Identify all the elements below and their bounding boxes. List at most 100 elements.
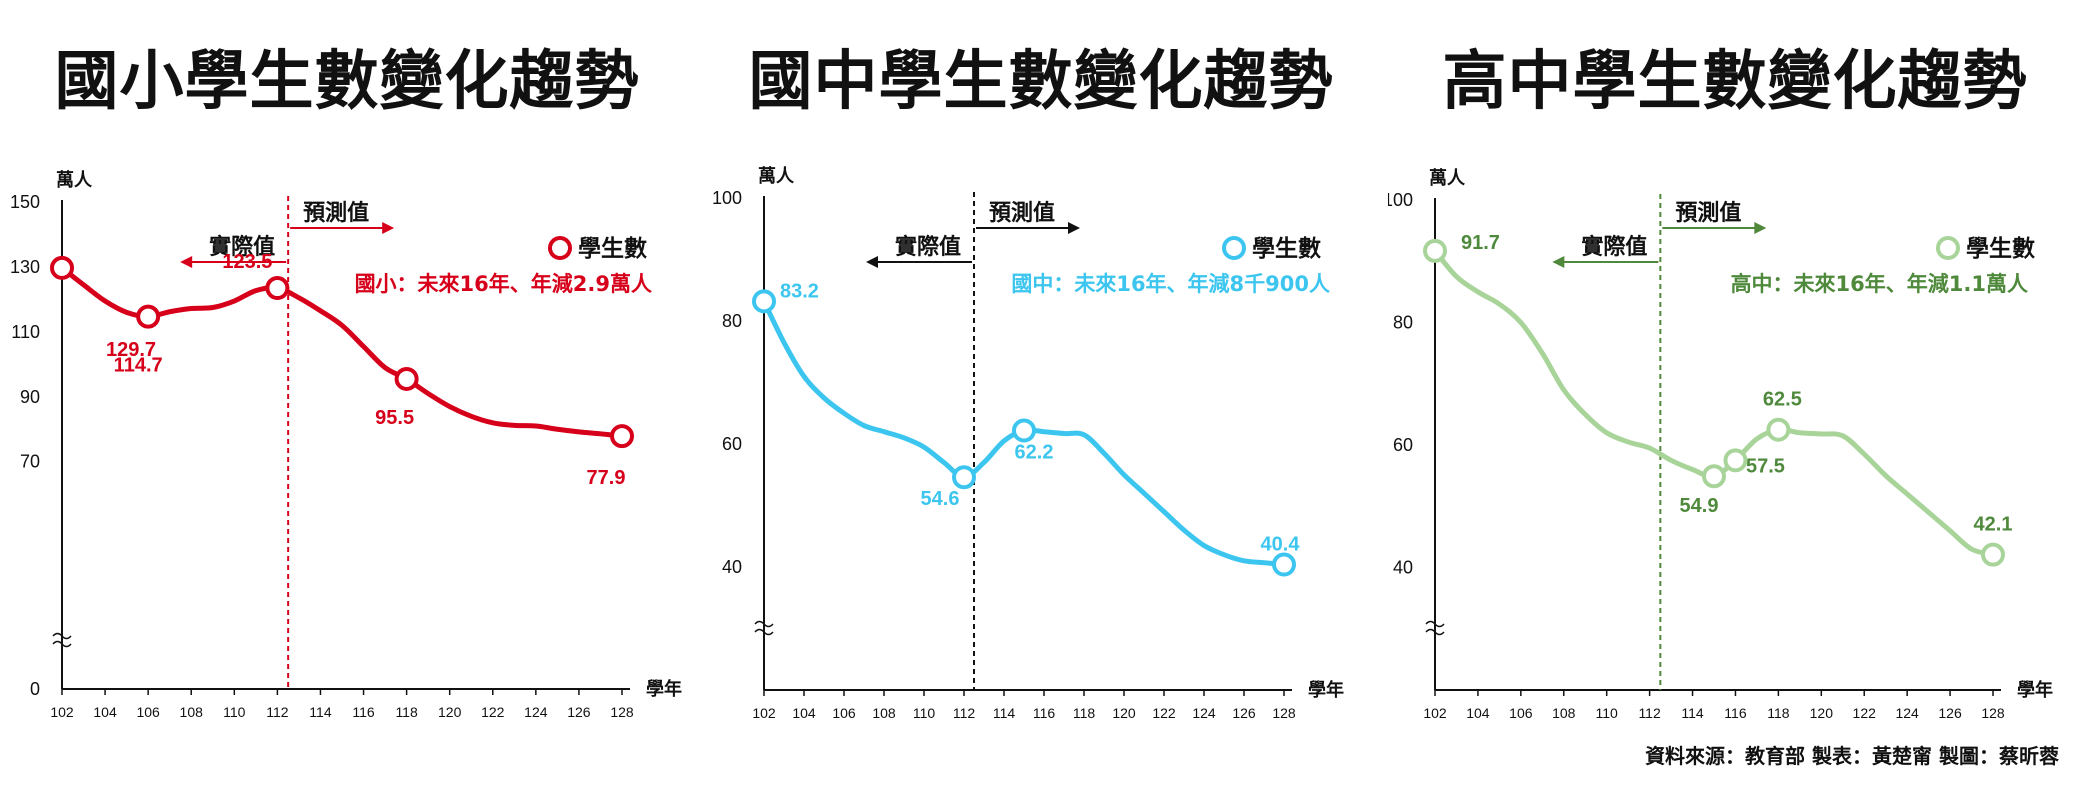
y-tick-label: 130 bbox=[10, 257, 40, 277]
data-label: 129.7 bbox=[106, 339, 156, 361]
x-tick-label: 114 bbox=[993, 705, 1016, 721]
x-tick-label: 118 bbox=[395, 704, 418, 720]
forecast-label: 預測值 bbox=[303, 200, 369, 226]
x-tick-label: 102 bbox=[752, 705, 776, 721]
x-tick-label: 102 bbox=[50, 704, 74, 720]
y-tick-label: 60 bbox=[722, 434, 742, 454]
axis-break-mark bbox=[754, 620, 774, 636]
x-tick-label: 106 bbox=[832, 705, 856, 721]
forecast-arrowhead bbox=[1754, 222, 1767, 234]
y-tick-label: 100 bbox=[712, 188, 742, 208]
x-tick-label: 118 bbox=[1073, 705, 1096, 721]
y-tick-label: 80 bbox=[722, 311, 742, 331]
actual-label: 實際值 bbox=[895, 234, 961, 260]
x-axis-unit: 學年 bbox=[646, 678, 682, 700]
data-point-marker bbox=[1272, 552, 1296, 577]
x-tick-label: 126 bbox=[1232, 705, 1256, 721]
x-tick-label: 126 bbox=[567, 704, 591, 720]
y-tick-label: 40 bbox=[1393, 558, 1413, 578]
data-label: 54.6 bbox=[921, 488, 960, 510]
chart-panel-junior-high: 國中學生數變化趨勢 萬人 學年 40 60 80 100 102 104 106 108 110 11… bbox=[694, 0, 1388, 787]
data-point-marker bbox=[1012, 418, 1036, 443]
data-point-marker bbox=[1981, 542, 2005, 567]
x-tick-label: 110 bbox=[1596, 705, 1619, 721]
data-label: 83.2 bbox=[780, 280, 819, 302]
x-tick-label: 104 bbox=[93, 704, 117, 720]
legend-label: 學生數 bbox=[1252, 235, 1321, 262]
forecast-label: 預測值 bbox=[989, 200, 1055, 226]
x-tick-label: 106 bbox=[1509, 705, 1533, 721]
x-tick-label: 112 bbox=[266, 704, 289, 720]
actual-arrowhead bbox=[180, 256, 193, 268]
x-tick-label: 122 bbox=[1152, 705, 1176, 721]
x-tick-label: 114 bbox=[309, 704, 332, 720]
x-tick-label: 108 bbox=[180, 704, 204, 720]
forecast-arrowhead bbox=[1068, 222, 1080, 234]
data-label: 40.4 bbox=[1261, 534, 1301, 556]
chart-title: 高中學生數變化趨勢 bbox=[1442, 44, 2028, 119]
y-axis-unit: 萬人 bbox=[758, 166, 795, 187]
data-point-marker bbox=[136, 304, 161, 329]
x-tick-label: 124 bbox=[1895, 705, 1919, 721]
data-point-marker bbox=[1723, 448, 1748, 473]
data-label: 95.5 bbox=[375, 407, 414, 429]
chart-panel-elementary: 國小學生數變化趨勢 萬人 學年 0 70 90 110 130 150 102 104 106 108… bbox=[0, 0, 694, 787]
trend-note: 國中：未來16年、年減8千900人 bbox=[1011, 272, 1330, 296]
data-point-marker bbox=[952, 465, 976, 490]
forecast-arrowhead bbox=[382, 222, 395, 234]
trend-note: 國小：未來16年、年減2.9萬人 bbox=[355, 272, 652, 296]
x-tick-label: 114 bbox=[1681, 705, 1704, 721]
y-axis-unit: 萬人 bbox=[1429, 168, 1466, 189]
x-tick-label: 120 bbox=[1112, 705, 1136, 721]
legend-label: 學生數 bbox=[578, 235, 647, 262]
legend-marker bbox=[1222, 236, 1246, 260]
data-point-marker bbox=[1702, 464, 1726, 489]
x-tick-label: 104 bbox=[1466, 705, 1490, 721]
data-label: 114.7 bbox=[114, 355, 163, 377]
forecast-label: 預測值 bbox=[1675, 200, 1741, 226]
actual-label: 實際值 bbox=[1581, 234, 1647, 260]
y-tick-label: 100 bbox=[1388, 190, 1413, 210]
data-label: 123.5 bbox=[222, 251, 272, 273]
x-tick-label: 110 bbox=[223, 704, 246, 720]
x-tick-label: 118 bbox=[1767, 705, 1790, 721]
data-point-marker bbox=[1766, 417, 1791, 442]
data-label: 91.7 bbox=[1461, 232, 1500, 254]
x-tick-label: 128 bbox=[1272, 705, 1296, 721]
y-tick-label: 110 bbox=[11, 322, 40, 342]
y-axis-unit: 萬人 bbox=[56, 170, 93, 191]
y-tick-label: 60 bbox=[1393, 435, 1413, 455]
data-point-marker bbox=[50, 255, 74, 280]
x-tick-label: 116 bbox=[352, 704, 375, 720]
x-axis-unit: 學年 bbox=[2017, 679, 2053, 701]
data-label: 77.9 bbox=[587, 467, 626, 489]
data-label: 54.9 bbox=[1680, 495, 1719, 517]
x-tick-label: 124 bbox=[524, 704, 548, 720]
x-tick-label: 120 bbox=[438, 704, 462, 720]
x-tick-label: 102 bbox=[1423, 705, 1447, 721]
y-tick-label: 70 bbox=[20, 452, 40, 472]
chart-title: 國小學生數變化趨勢 bbox=[54, 44, 640, 119]
x-tick-label: 116 bbox=[1724, 705, 1747, 721]
y-tick-label: 150 bbox=[10, 192, 40, 212]
x-axis-unit: 學年 bbox=[1308, 679, 1344, 701]
chart-title: 國中學生數變化趨勢 bbox=[748, 44, 1334, 119]
actual-arrowhead bbox=[1552, 256, 1565, 268]
data-point-marker bbox=[752, 289, 776, 314]
data-point-marker bbox=[610, 424, 634, 449]
x-tick-label: 126 bbox=[1938, 705, 1962, 721]
data-label: 57.5 bbox=[1746, 455, 1785, 477]
data-point-marker bbox=[265, 276, 290, 301]
x-tick-label: 116 bbox=[1033, 705, 1056, 721]
y-tick-label: 40 bbox=[722, 557, 742, 577]
x-tick-label: 112 bbox=[953, 705, 976, 721]
data-point-marker bbox=[1423, 238, 1447, 263]
x-tick-label: 104 bbox=[792, 705, 816, 721]
source-credit: 資料來源：教育部 製表：黃楚甯 製圖：蔡昕蓉 bbox=[1645, 744, 2059, 768]
actual-label: 實際值 bbox=[209, 234, 275, 260]
axis-break-mark bbox=[1425, 620, 1445, 636]
x-tick-label: 128 bbox=[610, 704, 634, 720]
